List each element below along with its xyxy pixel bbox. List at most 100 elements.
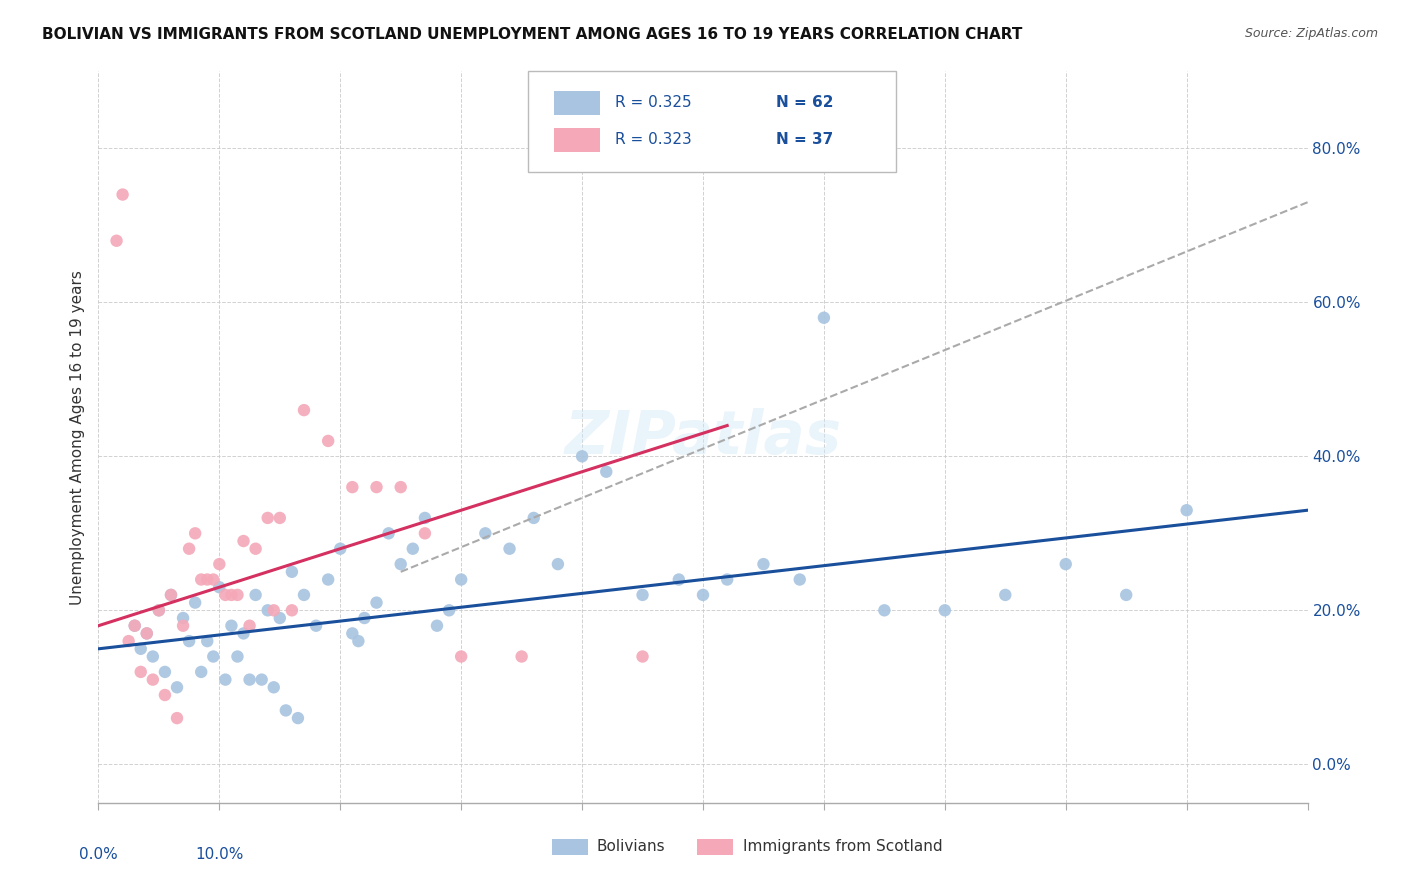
Point: [281, 603, 304, 617]
Point: [129, 665, 152, 679]
Point: [245, 541, 267, 556]
Point: [571, 450, 593, 464]
Point: [342, 626, 364, 640]
Point: [274, 703, 297, 717]
Point: [873, 603, 896, 617]
Point: [111, 187, 134, 202]
Point: [250, 673, 273, 687]
FancyBboxPatch shape: [554, 128, 600, 152]
Point: [292, 588, 315, 602]
Point: [1175, 503, 1198, 517]
Point: [124, 618, 146, 632]
Point: [172, 618, 194, 632]
Text: Source: ZipAtlas.com: Source: ZipAtlas.com: [1244, 27, 1378, 40]
Point: [153, 665, 176, 679]
Point: [153, 688, 176, 702]
Point: [426, 618, 449, 632]
Point: [166, 681, 188, 695]
Point: [752, 557, 775, 571]
Point: [135, 626, 157, 640]
Point: [160, 588, 183, 602]
Point: [195, 573, 218, 587]
Text: 0.0%: 0.0%: [79, 847, 118, 862]
Point: [366, 596, 388, 610]
Point: [232, 626, 254, 640]
Point: [208, 580, 231, 594]
Point: [135, 626, 157, 640]
Point: [547, 557, 569, 571]
Point: [184, 596, 207, 610]
Point: [474, 526, 496, 541]
Point: [148, 603, 170, 617]
Point: [595, 465, 617, 479]
FancyBboxPatch shape: [551, 839, 588, 855]
Text: R = 0.325: R = 0.325: [614, 95, 692, 111]
Point: [353, 611, 375, 625]
Point: [256, 511, 278, 525]
Point: [305, 618, 328, 632]
Text: Immigrants from Scotland: Immigrants from Scotland: [742, 839, 942, 855]
Point: [347, 634, 370, 648]
Point: [195, 634, 218, 648]
Point: [263, 681, 285, 695]
Point: [105, 234, 128, 248]
Point: [179, 541, 201, 556]
Point: [316, 434, 339, 448]
Point: [226, 649, 249, 664]
Point: [1115, 588, 1137, 602]
Point: [389, 480, 412, 494]
Point: [256, 603, 278, 617]
FancyBboxPatch shape: [527, 71, 897, 172]
Point: [498, 541, 520, 556]
Point: [316, 573, 339, 587]
Point: [208, 557, 231, 571]
Point: [202, 649, 225, 664]
Point: [523, 511, 546, 525]
Point: [202, 573, 225, 587]
Point: [160, 588, 183, 602]
Point: [510, 649, 533, 664]
Point: [281, 565, 304, 579]
Point: [221, 588, 243, 602]
Point: [813, 310, 835, 325]
Point: [668, 573, 690, 587]
Point: [692, 588, 714, 602]
Point: [239, 673, 262, 687]
Point: [269, 511, 291, 525]
Point: [413, 511, 436, 525]
Point: [413, 526, 436, 541]
Point: [934, 603, 956, 617]
Point: [142, 673, 165, 687]
Point: [226, 588, 249, 602]
Point: [172, 611, 194, 625]
FancyBboxPatch shape: [697, 839, 734, 855]
Point: [366, 480, 388, 494]
Point: [166, 711, 188, 725]
Point: [129, 641, 152, 656]
Point: [179, 634, 201, 648]
Point: [142, 649, 165, 664]
Text: N = 62: N = 62: [776, 95, 832, 111]
Point: [789, 573, 811, 587]
Point: [994, 588, 1017, 602]
Point: [148, 603, 170, 617]
Point: [389, 557, 412, 571]
Point: [377, 526, 399, 541]
Point: [190, 573, 212, 587]
Point: [184, 526, 207, 541]
Point: [118, 634, 141, 648]
Point: [287, 711, 309, 725]
Point: [716, 573, 738, 587]
Text: N = 37: N = 37: [776, 132, 832, 147]
Point: [1054, 557, 1077, 571]
Text: BOLIVIAN VS IMMIGRANTS FROM SCOTLAND UNEMPLOYMENT AMONG AGES 16 TO 19 YEARS CORR: BOLIVIAN VS IMMIGRANTS FROM SCOTLAND UNE…: [42, 27, 1022, 42]
Point: [245, 588, 267, 602]
Point: [437, 603, 460, 617]
Point: [214, 588, 236, 602]
Point: [124, 618, 146, 632]
Text: ZIPatlas: ZIPatlas: [564, 408, 842, 467]
Point: [263, 603, 285, 617]
Point: [214, 673, 236, 687]
Y-axis label: Unemployment Among Ages 16 to 19 years: Unemployment Among Ages 16 to 19 years: [69, 269, 84, 605]
Text: 10.0%: 10.0%: [195, 847, 243, 862]
